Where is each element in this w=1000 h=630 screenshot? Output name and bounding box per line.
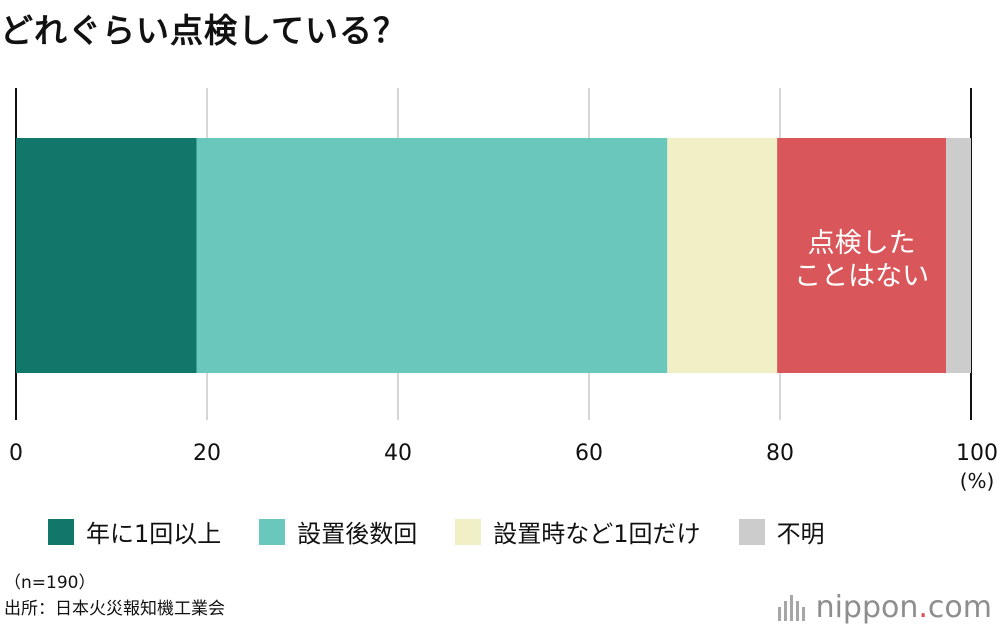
bar-segment [16,138,197,373]
legend-item-annual: 年に1回以上 [48,514,221,549]
x-tick-label: 40 [384,441,412,466]
legend-swatch [455,518,482,545]
nippon-logo: nippon. com [777,590,992,625]
legend-label: 設置後数回 [297,520,418,548]
bar-segment-never-inspected [777,138,947,373]
x-tick-label: 60 [575,441,603,466]
x-tick-label: 0 [9,441,23,466]
segment-label: 点検した [808,228,916,259]
legend-swatch [738,518,765,545]
source-note: 出所：日本火災報知機工業会 [4,599,225,619]
legend-label: 設置時など1回だけ [493,520,701,548]
bar-segment [196,138,668,373]
bar-segment [667,138,778,373]
segment-label: ことはない [794,261,929,292]
legend-swatch [259,518,286,545]
legend-item-once: 設置時など1回だけ [455,514,701,549]
bar-segment [946,138,971,373]
legend-item-unknown: 不明 [738,514,825,549]
logo-bars-icon [777,594,808,621]
legend-label: 不明 [776,520,825,548]
legend-item-several: 設置後数回 [259,514,417,549]
logo-text: nippon [815,590,919,625]
x-tick-label: 100 [956,441,998,466]
legend: 年に1回以上 設置後数回 設置時など1回だけ 不明 [48,514,863,549]
legend-swatch [48,518,74,545]
x-tick-label: 80 [766,441,794,466]
x-tick-label: 20 [193,441,221,466]
x-axis: 0 20 40 60 80 100 (%) [9,441,998,493]
sample-size-note: （n=190） [4,573,96,593]
legend-label: 年に1回以上 [86,520,222,548]
logo-tld: com [927,590,992,625]
x-unit-label: (%) [960,469,995,493]
logo-dot: . [918,590,928,625]
chart-title: どれぐらい点検している？ [0,11,408,50]
